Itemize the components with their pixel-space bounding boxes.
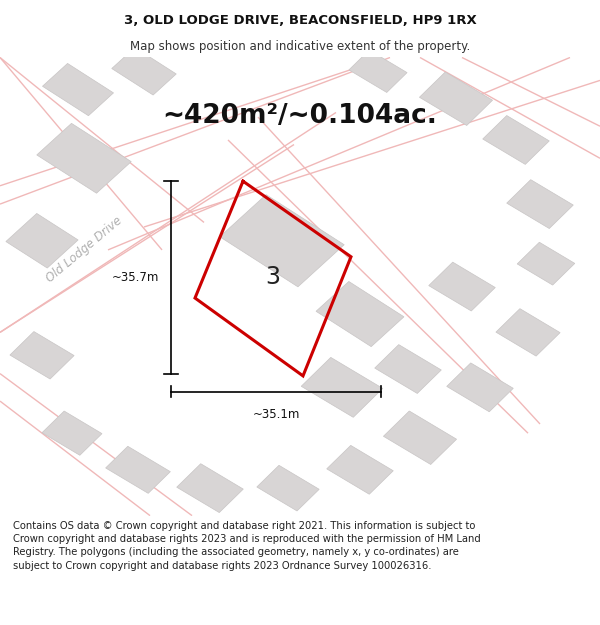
Polygon shape — [112, 48, 176, 95]
Polygon shape — [257, 466, 319, 511]
Polygon shape — [349, 50, 407, 92]
Polygon shape — [327, 446, 393, 494]
Polygon shape — [383, 411, 457, 464]
Text: ~35.1m: ~35.1m — [253, 408, 299, 421]
Polygon shape — [419, 72, 493, 126]
Text: ~420m²/~0.104ac.: ~420m²/~0.104ac. — [163, 103, 437, 129]
Polygon shape — [42, 411, 102, 455]
Polygon shape — [429, 262, 495, 311]
Polygon shape — [507, 179, 573, 229]
Polygon shape — [496, 309, 560, 356]
Polygon shape — [10, 331, 74, 379]
Polygon shape — [316, 281, 404, 347]
Polygon shape — [517, 242, 575, 285]
Polygon shape — [375, 344, 441, 394]
Polygon shape — [177, 464, 243, 512]
Polygon shape — [483, 116, 549, 164]
Polygon shape — [43, 64, 113, 116]
Text: 3: 3 — [265, 266, 281, 289]
Text: Old Lodge Drive: Old Lodge Drive — [43, 214, 125, 286]
Text: ~35.7m: ~35.7m — [112, 271, 159, 284]
Polygon shape — [301, 357, 383, 418]
Text: Contains OS data © Crown copyright and database right 2021. This information is : Contains OS data © Crown copyright and d… — [13, 521, 481, 571]
Text: Map shows position and indicative extent of the property.: Map shows position and indicative extent… — [130, 40, 470, 53]
Polygon shape — [37, 123, 131, 193]
Polygon shape — [447, 363, 513, 412]
Polygon shape — [106, 446, 170, 493]
Polygon shape — [220, 194, 344, 287]
Polygon shape — [6, 214, 78, 268]
Text: 3, OLD LODGE DRIVE, BEACONSFIELD, HP9 1RX: 3, OLD LODGE DRIVE, BEACONSFIELD, HP9 1R… — [124, 14, 476, 28]
